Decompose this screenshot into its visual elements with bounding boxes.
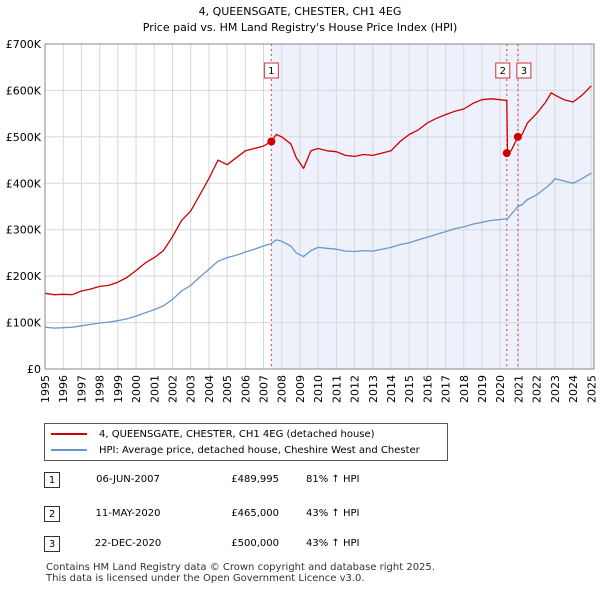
transaction-date: 06-JUN-2007 [96,474,160,485]
x-tick-label: 2004 [203,375,216,403]
x-tick-label: 2020 [494,375,507,403]
x-tick-label: 1997 [75,375,88,403]
y-tick-label: £600K [6,84,42,97]
transaction-label: 2 [500,66,506,77]
y-tick-label: £700K [6,38,42,51]
x-tick-label: 2002 [166,375,179,403]
transaction-date: 22-DEC-2020 [94,538,162,549]
y-tick-label: £0 [27,363,41,376]
x-tick-label: 2021 [512,375,525,403]
transaction-hpi-change: 81% ↑ HPI [306,474,360,485]
transaction-label-box [495,62,511,79]
x-tick-label: 1998 [94,375,107,403]
x-tick-label: 2000 [130,375,143,403]
y-tick-label: £500K [6,131,42,144]
transaction-point [267,137,276,146]
attribution-footer: Contains HM Land Registry data © Crown c… [46,562,435,584]
transaction-label-box [263,62,279,79]
transaction-label-box [516,62,532,79]
legend: 4, QUEENSGATE, CHESTER, CH1 4EG (detache… [44,423,448,461]
x-tick-label: 2001 [148,375,161,403]
table-row: 2 11-MAY-2020 £465,000 43% ↑ HPI [44,506,424,524]
y-tick-label: £200K [6,270,42,283]
x-tick-label: 2013 [367,375,380,403]
x-tick-label: 2017 [440,375,453,403]
shaded-period [271,44,594,369]
transaction-hpi-change: 43% ↑ HPI [306,508,360,519]
x-tick-label: 1995 [39,375,52,403]
chart-title: 4, QUEENSGATE, CHESTER, CH1 4EG [199,5,402,18]
y-tick-label: £400K [6,177,42,190]
x-tick-label: 2014 [385,375,398,403]
transaction-number: 3 [44,536,60,552]
x-tick-label: 1996 [57,375,70,403]
transaction-price: £489,995 [231,474,279,485]
chart-subtitle: Price paid vs. HM Land Registry's House … [143,21,458,34]
transaction-price: £500,000 [231,538,279,549]
x-tick-label: 2012 [349,375,362,403]
x-tick-label: 2006 [239,375,252,403]
y-tick-label: £100K [6,317,42,330]
x-tick-label: 2022 [531,375,544,403]
x-tick-label: 2023 [549,375,562,403]
x-tick-label: 2019 [476,375,489,403]
transaction-hpi-change: 43% ↑ HPI [306,538,360,549]
transaction-point [502,149,511,158]
legend-label-hpi: HPI: Average price, detached house, Ches… [99,445,420,456]
y-tick-label: £300K [6,224,42,237]
transaction-number: 1 [44,472,60,488]
x-tick-label: 2005 [221,375,234,403]
price-chart: 4, QUEENSGATE, CHESTER, CH1 4EG Price pa… [6,5,598,403]
legend-label-property: 4, QUEENSGATE, CHESTER, CH1 4EG (detache… [99,429,375,440]
legend-line-hpi [51,449,87,451]
x-tick-label: 2015 [403,375,416,403]
x-tick-label: 2007 [258,375,271,403]
legend-item-hpi: HPI: Average price, detached house, Ches… [51,445,420,456]
legend-line-property [51,433,87,435]
x-tick-label: 2025 [585,375,598,403]
x-tick-label: 2018 [458,375,471,403]
x-tick-label: 1999 [112,375,125,403]
table-row: 1 06-JUN-2007 £489,995 81% ↑ HPI [44,472,424,490]
transaction-point [513,132,522,141]
legend-item-property: 4, QUEENSGATE, CHESTER, CH1 4EG (detache… [51,429,375,440]
property-series-line [44,85,592,296]
transaction-number: 2 [44,506,60,522]
x-tick-label: 2008 [276,375,289,403]
hpi-series-line [44,172,592,329]
x-tick-label: 2010 [312,375,325,403]
transaction-price: £465,000 [231,508,279,519]
x-tick-label: 2003 [185,375,198,403]
transaction-label: 1 [268,66,274,77]
plot-border [44,43,595,370]
transaction-label: 3 [521,66,527,77]
table-row: 3 22-DEC-2020 £500,000 43% ↑ HPI [44,536,424,554]
x-tick-label: 2024 [567,375,580,403]
footer-licence: This data is licensed under the Open Gov… [46,573,365,584]
footer-copyright: Contains HM Land Registry data © Crown c… [46,562,435,573]
x-tick-label: 2016 [421,375,434,403]
x-tick-label: 2009 [294,375,307,403]
transaction-date: 11-MAY-2020 [95,508,161,519]
x-tick-label: 2011 [330,375,343,403]
